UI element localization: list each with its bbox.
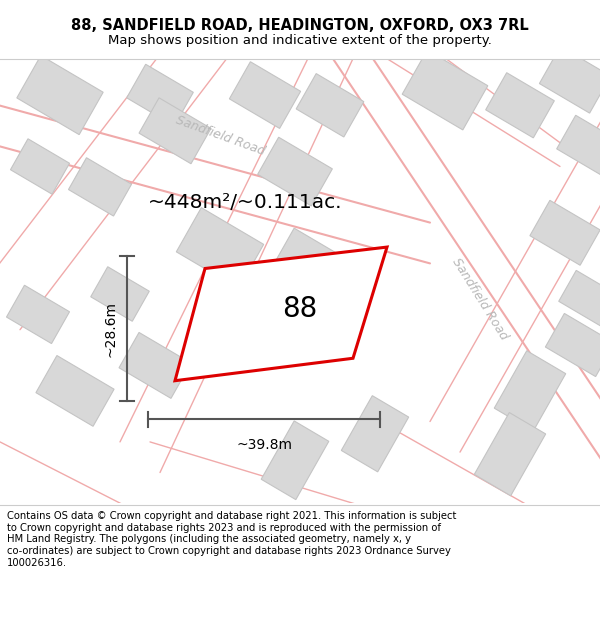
Polygon shape bbox=[559, 271, 600, 328]
Polygon shape bbox=[91, 267, 149, 321]
Polygon shape bbox=[557, 115, 600, 177]
Polygon shape bbox=[36, 356, 114, 426]
Polygon shape bbox=[545, 313, 600, 377]
Polygon shape bbox=[475, 412, 545, 496]
Polygon shape bbox=[261, 421, 329, 499]
Polygon shape bbox=[485, 72, 554, 138]
Text: 88: 88 bbox=[283, 294, 317, 322]
Text: ~39.8m: ~39.8m bbox=[236, 438, 292, 452]
Text: ~448m²/~0.111ac.: ~448m²/~0.111ac. bbox=[148, 192, 343, 212]
Text: 88, SANDFIELD ROAD, HEADINGTON, OXFORD, OX3 7RL: 88, SANDFIELD ROAD, HEADINGTON, OXFORD, … bbox=[71, 18, 529, 32]
Text: Sandfield Road: Sandfield Road bbox=[173, 114, 266, 158]
Text: Contains OS data © Crown copyright and database right 2021. This information is : Contains OS data © Crown copyright and d… bbox=[7, 511, 457, 568]
Polygon shape bbox=[175, 247, 387, 381]
Polygon shape bbox=[7, 285, 70, 344]
Polygon shape bbox=[272, 228, 348, 299]
Polygon shape bbox=[539, 46, 600, 113]
Text: Map shows position and indicative extent of the property.: Map shows position and indicative extent… bbox=[108, 34, 492, 48]
Polygon shape bbox=[176, 208, 263, 289]
Polygon shape bbox=[119, 332, 191, 398]
Text: ~28.6m: ~28.6m bbox=[104, 301, 118, 357]
Polygon shape bbox=[530, 201, 600, 265]
Polygon shape bbox=[10, 139, 70, 194]
Polygon shape bbox=[139, 98, 211, 164]
Polygon shape bbox=[257, 138, 332, 206]
Polygon shape bbox=[494, 351, 566, 431]
Polygon shape bbox=[402, 50, 488, 130]
Polygon shape bbox=[229, 62, 301, 128]
Polygon shape bbox=[296, 74, 364, 137]
Polygon shape bbox=[17, 56, 103, 134]
Polygon shape bbox=[68, 158, 131, 216]
Polygon shape bbox=[341, 396, 409, 472]
Polygon shape bbox=[127, 64, 193, 126]
Text: Sandfield Road: Sandfield Road bbox=[449, 256, 511, 342]
